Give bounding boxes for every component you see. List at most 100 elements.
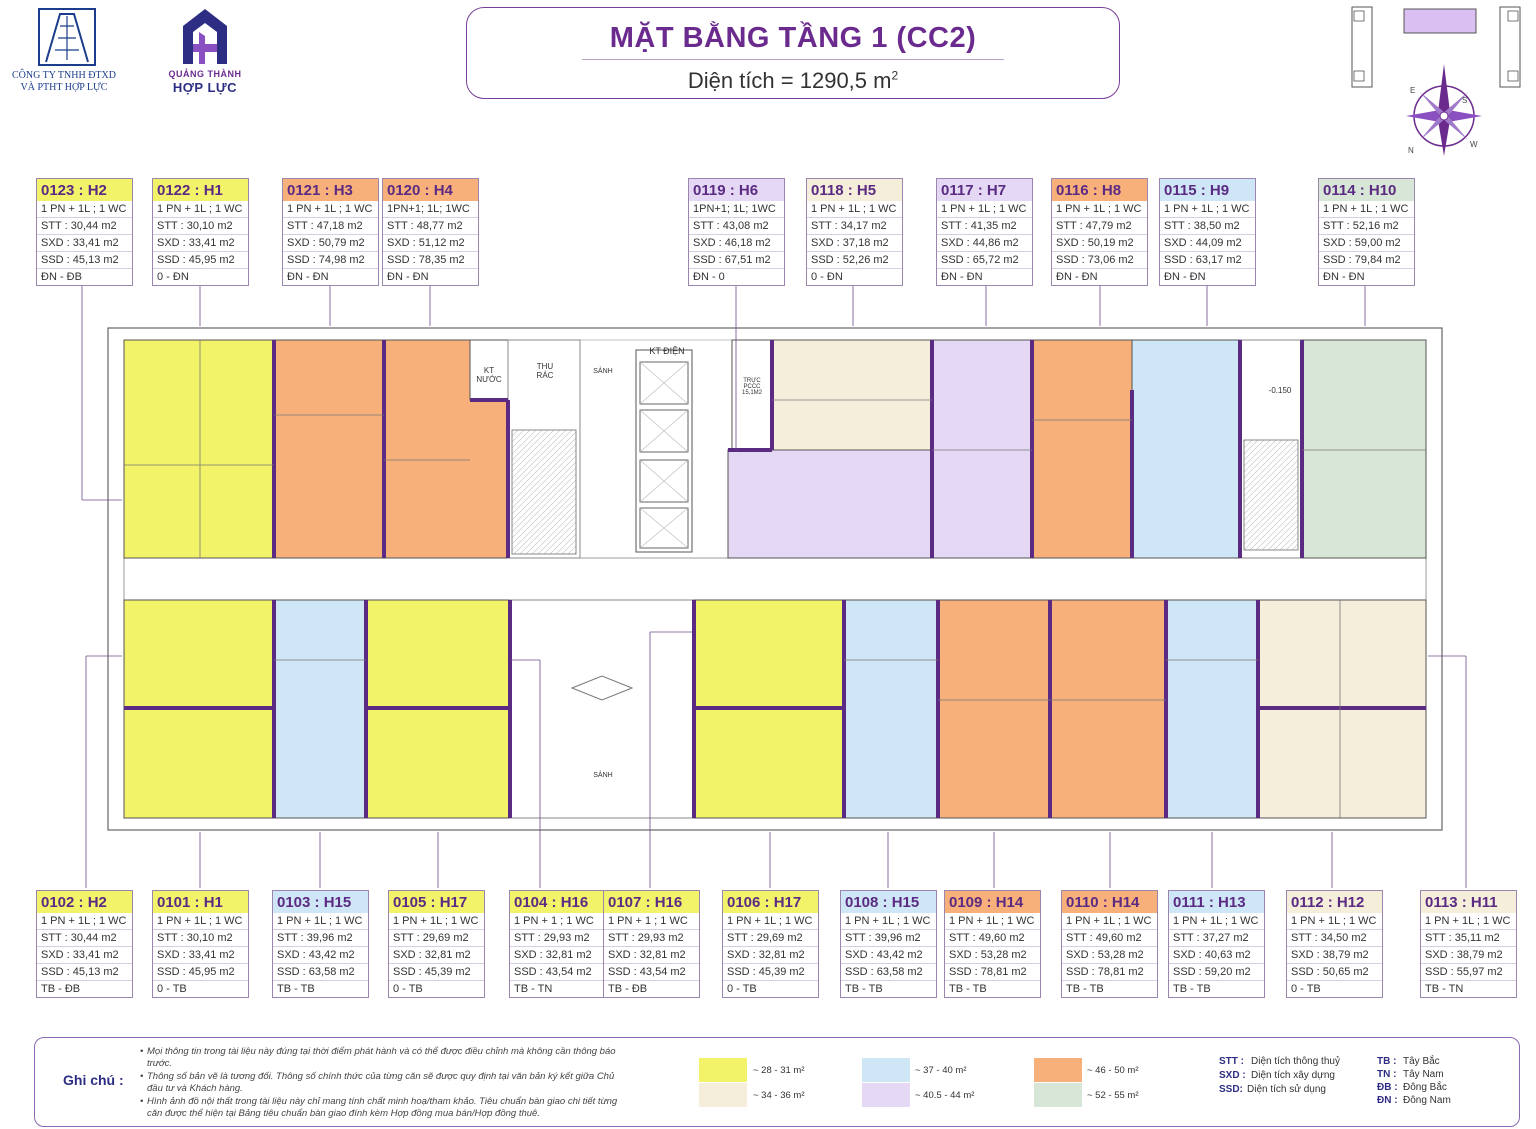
unit-sxd: SXD : 59,00 m2 xyxy=(1319,234,1414,251)
unit-stt: STT : 39,96 m2 xyxy=(273,929,368,946)
direction-key: TB : xyxy=(1377,1056,1397,1067)
unit-direction: TB - TB xyxy=(1169,980,1264,997)
compass-rose: E S W N xyxy=(1400,60,1488,158)
unit-ssd: SSD : 45,39 m2 xyxy=(389,963,484,980)
unit-type: 1 PN + 1L ; 1 WC xyxy=(1066,915,1152,927)
unit-stt: STT : 30,44 m2 xyxy=(37,929,132,946)
key-plan xyxy=(1350,5,1532,97)
unit-info-box: 0110 : H14 1 PN + 1L ; 1 WC STT : 49,60 m2… xyxy=(1061,890,1158,998)
lobby-bottom xyxy=(509,599,695,819)
unit-code: 0108 : H15 xyxy=(841,891,936,913)
unit-sxd: SXD : 32,81 m2 xyxy=(389,946,484,963)
unit-type: 1 PN + 1L ; 1 WC xyxy=(1323,203,1409,215)
abbr-key: STT : xyxy=(1219,1056,1244,1067)
unit-ssd: SSD : 50,65 m2 xyxy=(1287,963,1382,980)
direction-value: Đông Nam xyxy=(1403,1095,1451,1106)
unit-0115-plan xyxy=(1131,339,1241,559)
unit-direction: 0 - TB xyxy=(1287,980,1382,997)
unit-ssd: SSD : 55,97 m2 xyxy=(1421,963,1516,980)
unit-sxd: SXD : 33,41 m2 xyxy=(153,946,248,963)
unit-type: 1 PN + 1L ; 1 WC xyxy=(157,203,243,215)
compass-label-n: N xyxy=(1408,146,1414,155)
unit-sxd: SXD : 38,79 m2 xyxy=(1287,946,1382,963)
label-level: -0.150 xyxy=(1268,386,1292,395)
core-lifts xyxy=(635,349,693,553)
unit-info-box: 0106 : H17 1 PN + 1L ; 1 WC STT : 29,69 m2… xyxy=(722,890,819,998)
unit-ssd: SSD : 63,58 m2 xyxy=(841,963,936,980)
unit-code: 0111 : H13 xyxy=(1169,891,1264,913)
unit-direction: ĐN - ĐN xyxy=(937,268,1032,285)
direction-key: ĐN : xyxy=(1377,1095,1398,1106)
stair-right xyxy=(1239,339,1303,559)
unit-info-box: 0101 : H1 1 PN + 1L ; 1 WC STT : 30,10 m2 S… xyxy=(152,890,249,998)
unit-type: 1 PN + 1L ; 1 WC xyxy=(41,915,127,927)
corridor xyxy=(123,557,1427,601)
note-item: Thông số bản vẽ là tương đối. Thông số c… xyxy=(140,1071,630,1095)
brand-line-1: QUẢNG THÀNH xyxy=(168,69,242,79)
unit-sxd: SXD : 37,18 m2 xyxy=(807,234,902,251)
unit-direction: TB - ĐB xyxy=(37,980,132,997)
label-kt-dien: KT ĐIỆN xyxy=(649,346,685,356)
unit-type: 1 PN + 1L ; 1 WC xyxy=(1056,203,1142,215)
unit-0108-plan xyxy=(843,599,939,819)
notes-label: Ghi chú : xyxy=(63,1072,124,1088)
unit-code: 0106 : H17 xyxy=(723,891,818,913)
unit-ssd: SSD : 67,51 m2 xyxy=(689,251,784,268)
unit-0107-plan xyxy=(693,599,845,709)
unit-stt: STT : 52,16 m2 xyxy=(1319,217,1414,234)
unit-code: 0104 : H16 xyxy=(510,891,605,913)
unit-direction: 0 - ĐN xyxy=(153,268,248,285)
unit-0101-plan xyxy=(123,707,275,819)
compass-label-w: W xyxy=(1470,140,1478,149)
unit-stt: STT : 43,08 m2 xyxy=(689,217,784,234)
unit-ssd: SSD : 63,17 m2 xyxy=(1160,251,1255,268)
brand-logo-icon xyxy=(183,9,227,64)
unit-code: 0121 : H3 xyxy=(283,179,378,201)
abbr-value: Diện tích thông thuỷ xyxy=(1251,1056,1340,1067)
unit-ssd: SSD : 78,81 m2 xyxy=(1062,963,1157,980)
unit-type: 1 PN + 1L ; 1 WC xyxy=(1291,915,1377,927)
legend-swatch-6 xyxy=(1034,1083,1082,1107)
unit-type: 1 PN + 1L ; 1 WC xyxy=(949,915,1035,927)
unit-direction: TB - ĐB xyxy=(604,980,699,997)
unit-stt: STT : 47,18 m2 xyxy=(283,217,378,234)
developer-name: CÔNG TY TNHH ĐTXD VÀ PTHT HỢP LỰC xyxy=(2,70,126,94)
unit-sxd: SXD : 43,42 m2 xyxy=(841,946,936,963)
unit-0118-plan xyxy=(771,339,933,451)
unit-0102-plan xyxy=(123,599,275,709)
abbr-key: SSD: xyxy=(1219,1084,1243,1095)
unit-0121-plan xyxy=(273,339,385,559)
unit-info-box: 0122 : H1 1 PN + 1L ; 1 WC STT : 30,10 m2 S… xyxy=(152,178,249,286)
unit-stt: STT : 38,50 m2 xyxy=(1160,217,1255,234)
unit-stt: STT : 37,27 m2 xyxy=(1169,929,1264,946)
unit-stt: STT : 39,96 m2 xyxy=(841,929,936,946)
unit-sxd: SXD : 50,79 m2 xyxy=(283,234,378,251)
unit-0111-plan xyxy=(1165,599,1259,819)
unit-sxd: SXD : 43,42 m2 xyxy=(273,946,368,963)
label-kt-nuoc: KT NƯỚC xyxy=(476,366,502,384)
unit-direction: 0 - TB xyxy=(389,980,484,997)
unit-type: 1 PN + 1 ; 1 WC xyxy=(514,915,594,927)
unit-ssd: SSD : 43,54 m2 xyxy=(604,963,699,980)
unit-info-box: 0123 : H2 1 PN + 1L ; 1 WC STT : 30,44 m2 S… xyxy=(36,178,133,286)
unit-info-box: 0117 : H7 1 PN + 1L ; 1 WC STT : 41,35 m2 S… xyxy=(936,178,1033,286)
unit-0113-plan xyxy=(1257,707,1427,819)
unit-stt: STT : 34,17 m2 xyxy=(807,217,902,234)
unit-stt: STT : 29,69 m2 xyxy=(723,929,818,946)
unit-sxd: SXD : 53,28 m2 xyxy=(1062,946,1157,963)
unit-direction: TB - TB xyxy=(945,980,1040,997)
unit-type: 1 PN + 1 ; 1 WC xyxy=(608,915,688,927)
notes-panel: Ghi chú : Mọi thông tin trong tài liệu n… xyxy=(34,1037,1520,1127)
abbr-value: Diện tích xây dựng xyxy=(1251,1070,1335,1081)
unit-info-box: 0114 : H10 1 PN + 1L ; 1 WC STT : 52,16 m2… xyxy=(1318,178,1415,286)
unit-sxd: SXD : 44,09 m2 xyxy=(1160,234,1255,251)
unit-type: 1 PN + 1L ; 1 WC xyxy=(811,203,897,215)
unit-direction: ĐN - ĐN xyxy=(1160,268,1255,285)
unit-sxd: SXD : 33,41 m2 xyxy=(37,234,132,251)
unit-ssd: SSD : 78,35 m2 xyxy=(383,251,478,268)
unit-direction: TB - TN xyxy=(1421,980,1516,997)
unit-ssd: SSD : 65,72 m2 xyxy=(937,251,1032,268)
direction-value: Đông Bắc xyxy=(1403,1082,1447,1093)
unit-0110-plan xyxy=(1049,599,1167,819)
